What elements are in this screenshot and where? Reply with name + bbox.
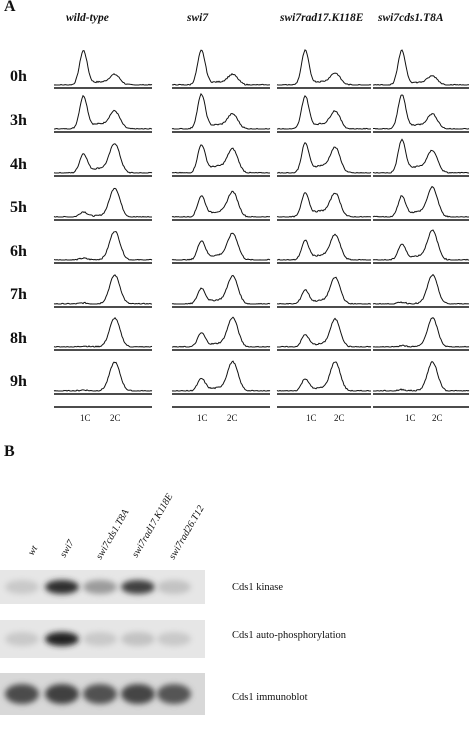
blot-label-cds1-autophosphorylation: Cds1 auto-phosphorylation [232, 630, 347, 641]
timepoint-label: 6h [10, 243, 27, 260]
tick-1c: 1C [80, 413, 91, 423]
histogram-trace [171, 49, 270, 86]
blot-band [45, 684, 79, 704]
blot-label-cds1-immunoblot: Cds1 immunoblot [232, 692, 308, 703]
tick-2c: 2C [334, 413, 345, 423]
histogram-trace [53, 143, 153, 174]
histogram-trace [54, 94, 153, 130]
timepoint-label: 3h [10, 112, 27, 129]
histogram-trace [171, 190, 270, 218]
lane-label-swi7rad17: swi7rad17.K118E [130, 491, 176, 560]
histogram-trace [372, 229, 469, 261]
histogram-trace [171, 144, 270, 174]
histogram-trace [276, 191, 372, 218]
histogram-trace [171, 360, 271, 392]
tick-2c: 2C [432, 413, 443, 423]
blot-band [121, 632, 155, 646]
blot-band [5, 580, 39, 594]
histogram-trace [277, 95, 372, 130]
blot-band [121, 580, 155, 594]
lane-label-swi7: swi7 [58, 538, 77, 560]
histogram-trace [53, 187, 152, 218]
histogram-trace [53, 317, 153, 348]
histogram-trace [373, 360, 470, 392]
blot-band [157, 684, 191, 704]
blot-band [45, 632, 79, 646]
histogram-trace [171, 274, 271, 305]
column-header-swi7rad17: swi7rad17.K118E [280, 12, 364, 24]
histogram-trace [53, 361, 153, 392]
histogram-trace [53, 230, 153, 261]
histogram-trace [277, 317, 372, 348]
histogram-trace [53, 274, 152, 305]
histogram-trace [171, 232, 271, 261]
column-header-wild-type: wild-type [66, 12, 109, 24]
histogram-trace [276, 233, 372, 261]
blot-band [83, 580, 117, 594]
column-header-swi7cds1: swi7cds1.T8A [378, 12, 444, 24]
blot-label-cds1-kinase: Cds1 kinase [232, 582, 284, 593]
blot-band [157, 580, 191, 594]
tick-1c: 1C [197, 413, 208, 423]
blot-band [157, 632, 191, 646]
histogram-trace [372, 317, 470, 348]
histogram-trace [373, 94, 470, 130]
timepoint-label: 9h [10, 373, 27, 390]
tick-2c: 2C [110, 413, 121, 423]
tick-2c: 2C [227, 413, 238, 423]
histogram-trace [53, 50, 153, 86]
timepoint-label: 8h [10, 330, 27, 347]
histogram-trace [372, 138, 469, 174]
timepoint-label: 4h [10, 156, 27, 173]
blot-band [5, 632, 39, 646]
timepoint-label: 0h [10, 68, 27, 85]
lane-label-swi7cds1: swi7cds1.T8A [94, 507, 132, 562]
timepoint-label: 7h [10, 286, 27, 303]
histogram-trace [276, 49, 372, 86]
timepoint-label: 5h [10, 199, 27, 216]
panel-b-label: B [4, 443, 15, 460]
histogram-trace [372, 273, 470, 305]
blot-band [83, 632, 117, 646]
western-blot-image [0, 570, 205, 715]
histogram-trace [372, 185, 469, 218]
lane-label-wt: wt [26, 543, 41, 558]
blot-band [83, 684, 117, 704]
histogram-trace [373, 49, 469, 86]
panel-a-label: A [4, 0, 16, 15]
histogram-trace [277, 141, 372, 174]
lane-label-swi7rad26: swi7rad26.T12 [167, 503, 207, 562]
blot-band [45, 580, 79, 594]
tick-1c: 1C [405, 413, 416, 423]
histogram-trace [172, 316, 271, 348]
tick-1c: 1C [306, 413, 317, 423]
blot-band [121, 684, 155, 704]
blot-band [5, 684, 39, 704]
histogram-trace [171, 92, 271, 130]
histogram-trace [276, 361, 371, 392]
flow-cytometry-histograms [53, 49, 470, 408]
histogram-trace [277, 276, 371, 305]
column-header-swi7: swi7 [187, 12, 209, 24]
